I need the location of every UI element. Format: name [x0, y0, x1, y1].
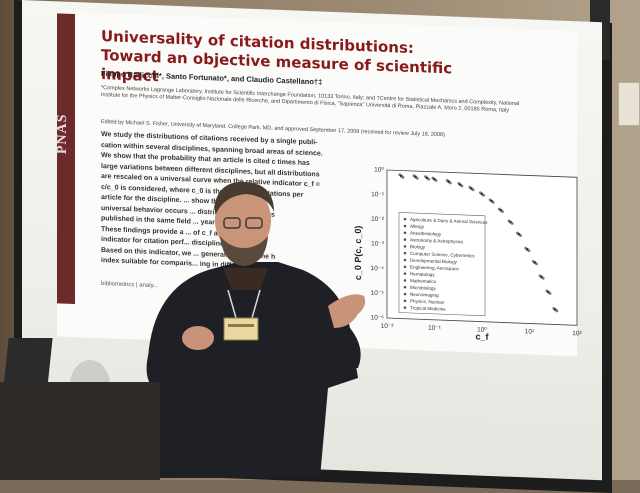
- beard: [220, 236, 268, 266]
- citation-chart: 10⁻² 10⁻¹ 10⁰ 10¹ 10² 10⁰ 10⁻¹ 10⁻² 10⁻³ 10⁻⁴ 10⁻…: [347, 162, 587, 346]
- legend-marker: [403, 217, 407, 221]
- speaker: [128, 178, 378, 480]
- data-point: [471, 188, 475, 192]
- legend-entry: Engineering, Aerospace: [410, 265, 459, 272]
- journal-logo: PNAS: [55, 113, 70, 155]
- legend-marker: [403, 299, 407, 303]
- y-axis-label: c_0 P(c, c_0): [353, 225, 363, 280]
- legend-entry: Physics, Nuclear: [410, 299, 445, 305]
- legend-marker: [403, 231, 407, 235]
- data-point: [519, 234, 522, 237]
- data-point: [482, 193, 486, 197]
- legend-marker: [403, 285, 407, 289]
- data-point: [501, 210, 504, 213]
- legend-entry: Tropical Medicine: [410, 305, 446, 311]
- legend-marker: [403, 279, 407, 282]
- data-point: [427, 177, 431, 181]
- x-tick-label: 10²: [572, 330, 582, 337]
- legend-entry: Mathematics: [410, 278, 437, 284]
- y-tick-label: 10⁻⁶: [371, 314, 385, 322]
- wall-speaker: [618, 82, 640, 126]
- x-tick-label: 10⁻²: [381, 323, 395, 331]
- legend-entry: Anesthesiology: [410, 231, 442, 237]
- chart-svg: 10⁻² 10⁻¹ 10⁰ 10¹ 10² 10⁰ 10⁻¹ 10⁻² 10⁻³ 10⁻⁴ 10⁻…: [353, 166, 583, 342]
- right-hand: [328, 294, 366, 328]
- legend-entry: Computer Science, Cybernetics: [410, 251, 475, 259]
- badge-text-line: [228, 324, 254, 327]
- legend-entry: Agriculture & Dairy & Animal Sciences: [410, 217, 488, 225]
- head: [215, 186, 271, 254]
- podium: [0, 382, 160, 480]
- data-points: [398, 173, 559, 313]
- data-point: [548, 291, 552, 295]
- data-point: [510, 222, 514, 225]
- data-point: [555, 309, 559, 313]
- journal-sidebar: PNAS: [55, 13, 75, 305]
- glasses-right: [245, 217, 263, 229]
- data-point: [541, 276, 545, 280]
- legend-entry: Neuroimaging: [410, 292, 439, 298]
- legend-marker: [403, 306, 407, 309]
- legend-marker: [403, 272, 407, 275]
- data-point: [491, 200, 495, 204]
- x-tick-labels: 10⁻² 10⁻¹ 10⁰ 10¹ 10²: [381, 323, 583, 338]
- x-tick-label: 10¹: [525, 328, 535, 335]
- x-tick-label: 10⁻¹: [428, 325, 442, 333]
- legend-entry: Allergy: [410, 224, 425, 230]
- legend-marker: [403, 224, 407, 228]
- name-badge: [223, 317, 259, 341]
- x-tick-label: 10⁰: [477, 325, 487, 333]
- x-axis-label: c_f: [475, 331, 489, 342]
- y-tick-labels: 10⁰ 10⁻¹ 10⁻² 10⁻³ 10⁻⁴ 10⁻⁵ 10⁻⁶: [371, 166, 385, 322]
- legend-marker: [403, 245, 407, 248]
- left-arm: [146, 348, 218, 398]
- y-tick-label: 10⁻⁴: [371, 265, 385, 273]
- legend-entry: Astronomy & Astrophysics: [410, 237, 464, 244]
- left-hand: [182, 326, 214, 350]
- legend-entry: Microbiology: [410, 285, 436, 291]
- y-tick-label: 10⁻³: [371, 240, 385, 248]
- lanyard: [227, 289, 261, 319]
- y-tick-label: 10⁻¹: [371, 191, 385, 199]
- legend-marker: [403, 265, 407, 269]
- y-tick-label: 10⁻⁵: [371, 290, 385, 298]
- data-point: [448, 181, 452, 185]
- glasses-left: [223, 217, 241, 229]
- right-arm: [318, 328, 361, 368]
- legend-entry: Developmental Biology: [410, 258, 458, 265]
- laptop: [3, 338, 53, 388]
- legend-marker: [403, 292, 407, 296]
- shirt-collar: [223, 268, 268, 290]
- legend-box: [398, 212, 486, 317]
- y-tick-label: 10⁰: [374, 166, 384, 174]
- slide: PNAS Universality of citation distributi…: [55, 11, 583, 357]
- data-point: [460, 184, 464, 188]
- legend-entry: Biology: [410, 244, 426, 250]
- speaker-figure: [146, 181, 366, 478]
- legend-marker: [403, 251, 407, 255]
- legend-marker: [403, 238, 407, 241]
- hair: [214, 181, 274, 214]
- data-point: [401, 175, 405, 179]
- y-tick-label: 10⁻²: [371, 216, 385, 224]
- data-point: [527, 249, 531, 253]
- data-point: [415, 176, 419, 180]
- sweater: [148, 262, 358, 478]
- projection-screen: PNAS Universality of citation distributi…: [22, 0, 602, 481]
- legend-entries: Agriculture & Dairy & Animal SciencesAll…: [403, 217, 488, 312]
- legend-marker: [403, 258, 407, 262]
- legend-entry: Hematology: [410, 271, 435, 277]
- data-point: [535, 262, 538, 266]
- data-point: [434, 179, 438, 182]
